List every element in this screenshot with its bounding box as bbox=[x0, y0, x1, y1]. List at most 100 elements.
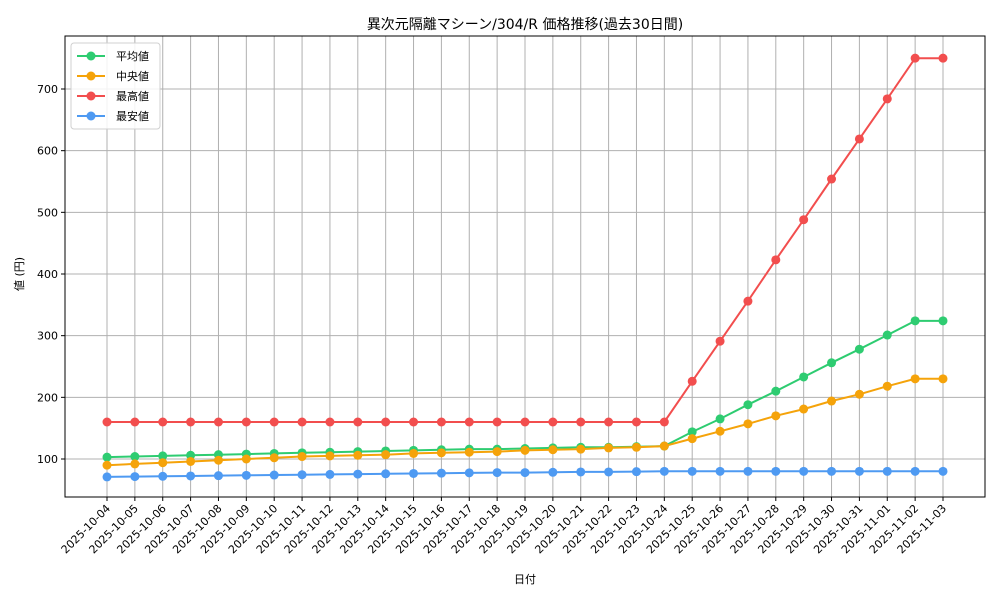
x-axis-label: 日付 bbox=[514, 573, 536, 586]
legend-label: 平均値 bbox=[116, 50, 149, 63]
data-point bbox=[910, 53, 920, 63]
data-point bbox=[409, 448, 419, 458]
data-point bbox=[631, 417, 641, 427]
data-point bbox=[827, 358, 837, 368]
data-point bbox=[799, 215, 809, 225]
data-point bbox=[771, 466, 781, 476]
grid-lines bbox=[65, 36, 985, 497]
data-point bbox=[325, 469, 335, 479]
y-tick-label: 600 bbox=[37, 145, 58, 158]
data-point bbox=[576, 444, 586, 454]
data-point bbox=[520, 445, 530, 455]
y-axis: 100 200 300 400 500 600 700 bbox=[37, 83, 65, 466]
data-point bbox=[492, 447, 502, 457]
data-point bbox=[743, 466, 753, 476]
legend-marker-icon bbox=[86, 51, 96, 61]
y-tick-label: 100 bbox=[37, 453, 58, 466]
data-point bbox=[687, 376, 697, 386]
data-point bbox=[241, 454, 251, 464]
data-point bbox=[938, 53, 948, 63]
data-point bbox=[771, 386, 781, 396]
data-point bbox=[687, 434, 697, 444]
legend-marker-icon bbox=[86, 111, 96, 121]
data-point bbox=[854, 466, 864, 476]
data-point bbox=[576, 417, 586, 427]
data-point bbox=[548, 417, 558, 427]
data-point bbox=[213, 471, 223, 481]
data-point bbox=[158, 417, 168, 427]
data-point bbox=[938, 466, 948, 476]
y-tick-label: 500 bbox=[37, 206, 58, 219]
data-point bbox=[631, 467, 641, 477]
data-point bbox=[102, 472, 112, 482]
data-point bbox=[743, 400, 753, 410]
data-point bbox=[130, 472, 140, 482]
data-point bbox=[882, 466, 892, 476]
data-point bbox=[771, 255, 781, 265]
legend-marker-icon bbox=[86, 91, 96, 101]
data-point bbox=[102, 452, 112, 462]
y-tick-label: 300 bbox=[37, 330, 58, 343]
data-point bbox=[186, 471, 196, 481]
chart-title: 異次元隔離マシーン/304/R 価格推移(過去30日間) bbox=[367, 16, 683, 33]
data-point bbox=[548, 445, 558, 455]
data-point bbox=[325, 451, 335, 461]
data-point bbox=[158, 471, 168, 481]
data-point bbox=[241, 417, 251, 427]
data-point bbox=[381, 469, 391, 479]
legend-label: 最高値 bbox=[116, 89, 149, 103]
data-point bbox=[548, 467, 558, 477]
data-point bbox=[827, 466, 837, 476]
data-point bbox=[353, 469, 363, 479]
data-point bbox=[325, 417, 335, 427]
data-point bbox=[130, 452, 140, 462]
data-point bbox=[241, 470, 251, 480]
data-point bbox=[130, 417, 140, 427]
data-point bbox=[353, 450, 363, 460]
data-point bbox=[659, 417, 669, 427]
data-point bbox=[213, 417, 223, 427]
data-point bbox=[297, 452, 307, 462]
data-point bbox=[604, 443, 614, 453]
data-point bbox=[520, 468, 530, 478]
y-tick-label: 400 bbox=[37, 268, 58, 281]
data-point bbox=[186, 417, 196, 427]
series-line bbox=[102, 53, 948, 427]
data-point bbox=[409, 468, 419, 478]
data-point bbox=[381, 417, 391, 427]
y-axis-label: 値 (円) bbox=[13, 257, 26, 291]
data-point bbox=[687, 466, 697, 476]
data-point bbox=[186, 450, 196, 460]
data-point bbox=[436, 417, 446, 427]
data-point bbox=[743, 296, 753, 306]
data-point bbox=[604, 417, 614, 427]
data-point bbox=[687, 427, 697, 437]
data-point bbox=[882, 94, 892, 104]
series-line bbox=[102, 374, 948, 470]
legend-box bbox=[70, 42, 161, 130]
data-point bbox=[269, 417, 279, 427]
data-point bbox=[659, 466, 669, 476]
data-point bbox=[799, 404, 809, 414]
data-point bbox=[743, 419, 753, 429]
data-point bbox=[854, 344, 864, 354]
data-point bbox=[464, 468, 474, 478]
data-point bbox=[464, 447, 474, 457]
data-point bbox=[715, 414, 725, 424]
data-point bbox=[381, 450, 391, 460]
y-tick-label: 200 bbox=[37, 391, 58, 404]
legend-label: 最安値 bbox=[116, 109, 149, 123]
legend-entry: 平均値 bbox=[77, 50, 149, 63]
data-point bbox=[186, 456, 196, 466]
data-point bbox=[464, 417, 474, 427]
data-point bbox=[882, 381, 892, 391]
legend-entry: 最安値 bbox=[77, 109, 149, 123]
data-point bbox=[938, 374, 948, 384]
data-point bbox=[297, 470, 307, 480]
data-point bbox=[854, 389, 864, 399]
data-point bbox=[882, 330, 892, 340]
data-series bbox=[102, 53, 948, 482]
